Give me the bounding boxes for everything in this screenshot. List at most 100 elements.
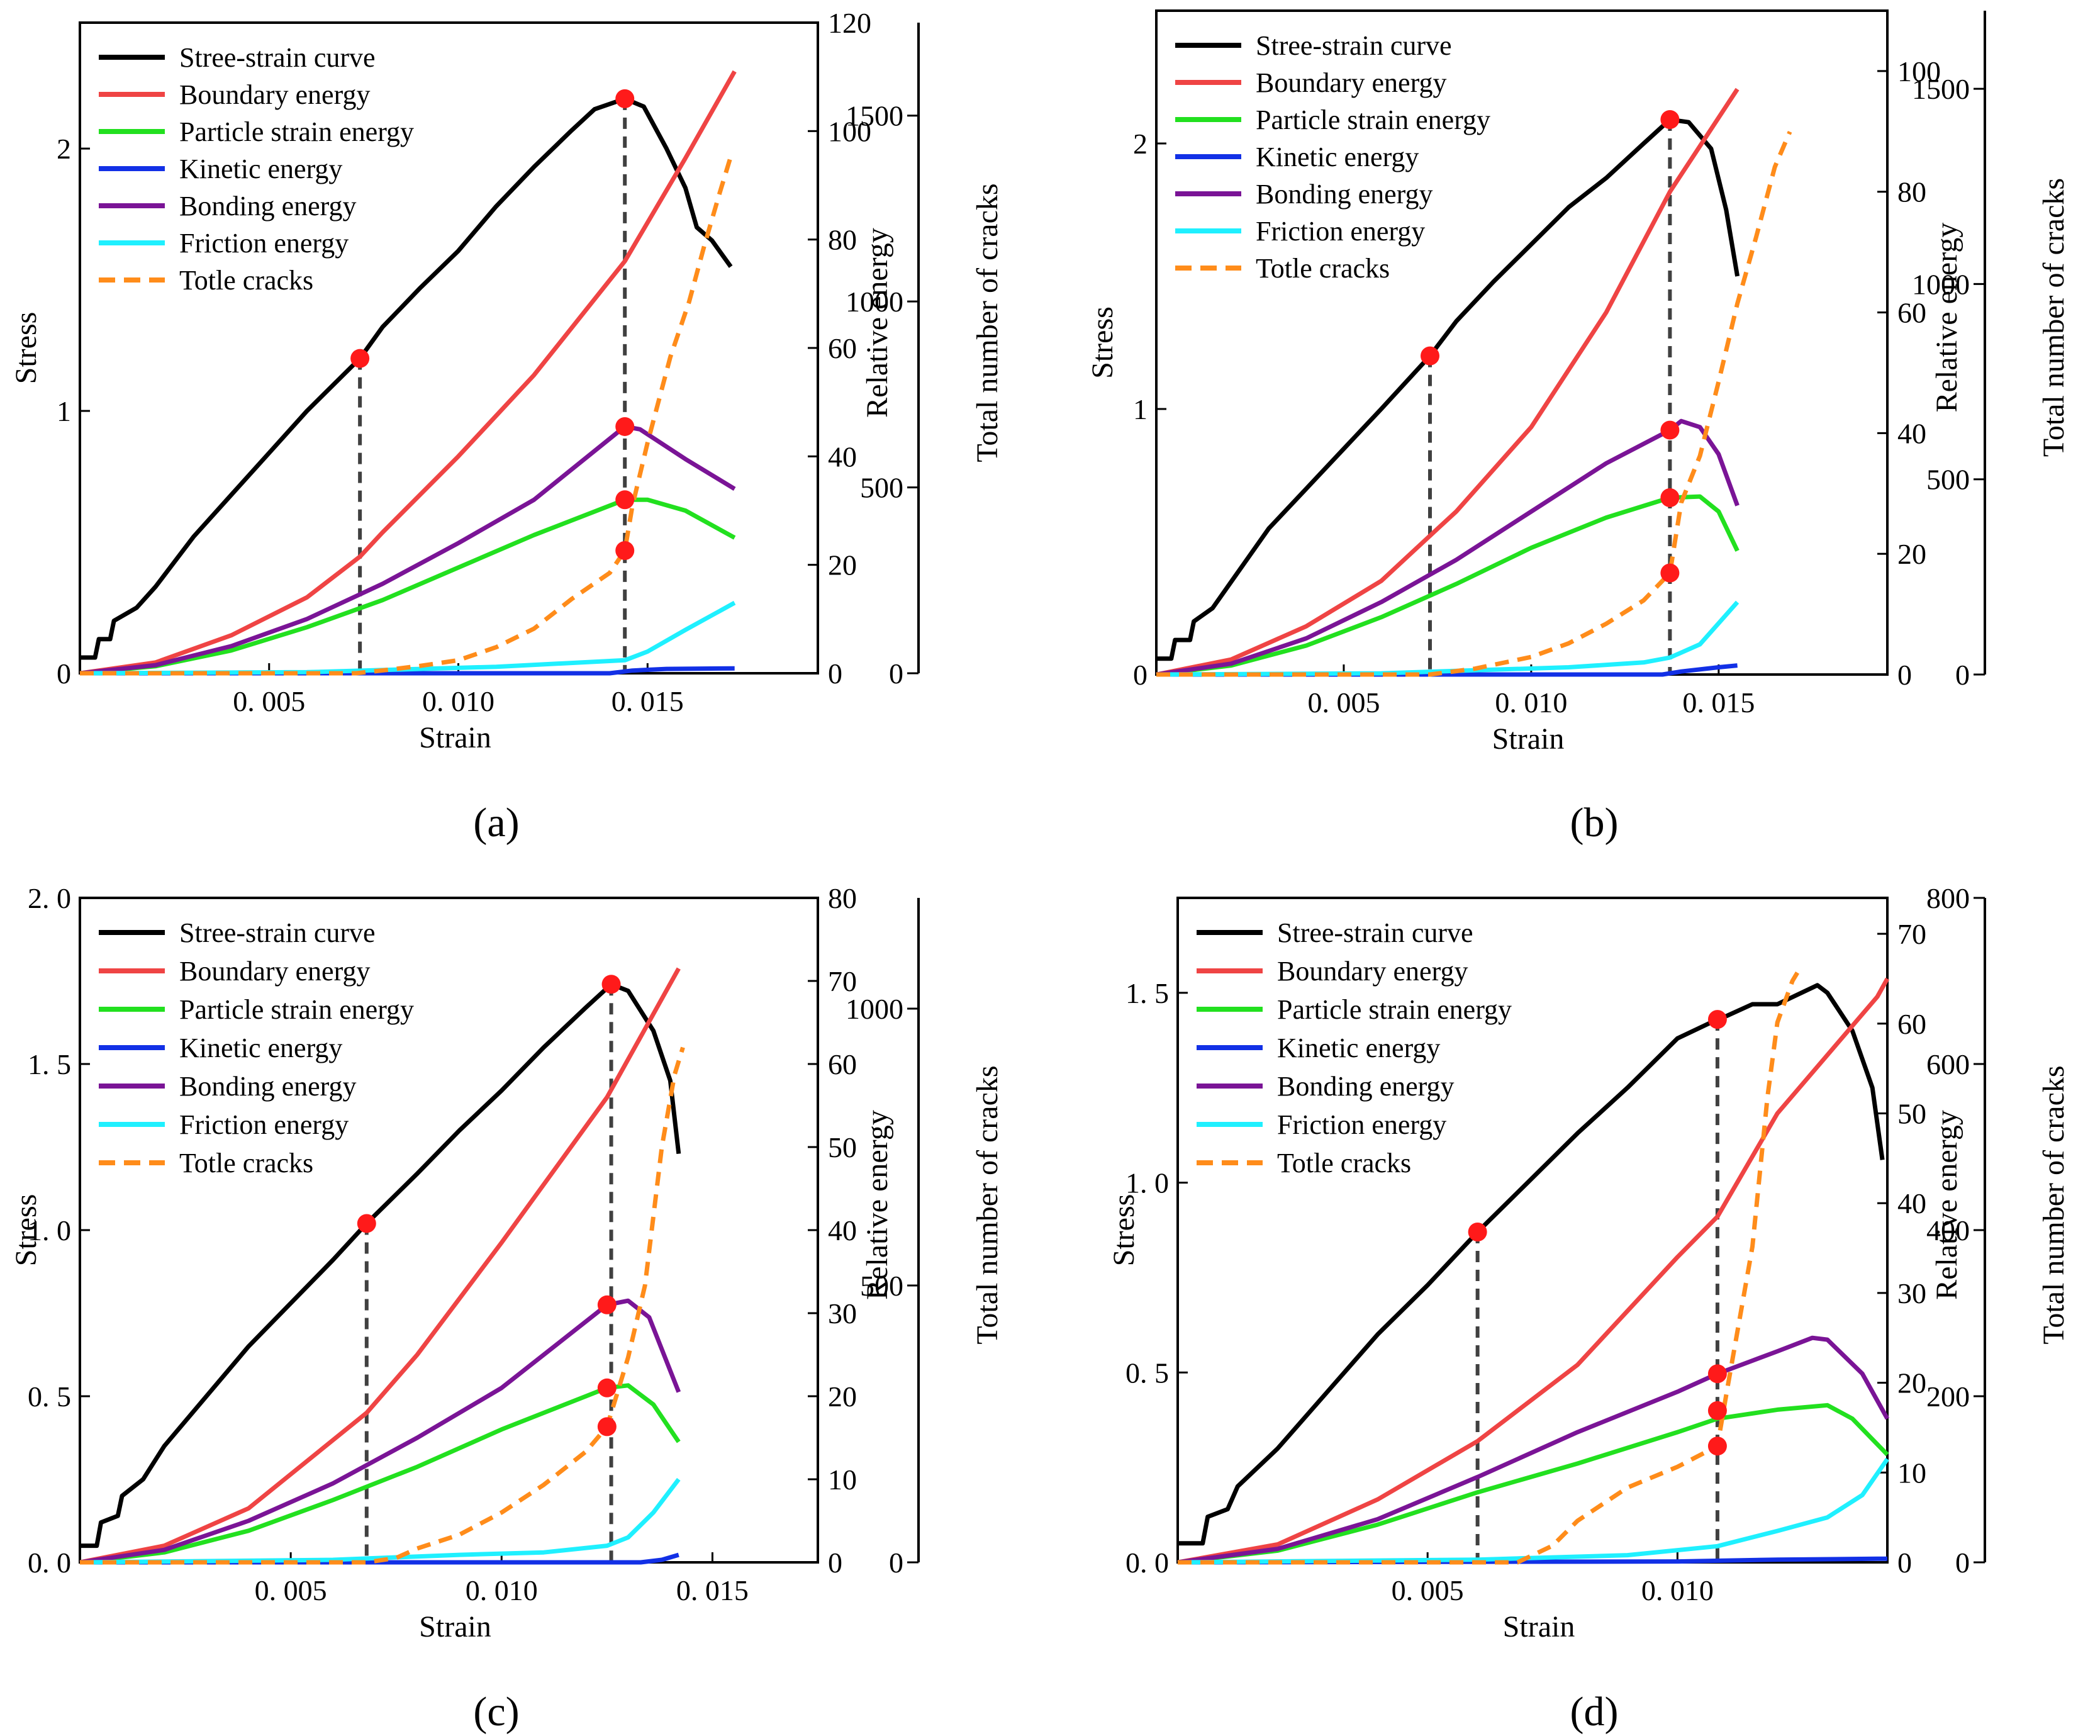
legend-label-totle-cracks: Totle cracks <box>1277 1148 1411 1179</box>
x-tick-label: 0. 015 <box>612 685 684 717</box>
y2-tick-label: 10 <box>1897 1457 1926 1489</box>
y-tick-label: 2 <box>1133 128 1148 160</box>
legend-label-totle-cracks: Totle cracks <box>179 265 313 296</box>
marker-point <box>1707 1401 1727 1420</box>
y3-axis-label: Total number of cracks <box>971 1065 1004 1344</box>
panel-label-c: (c) <box>473 1689 520 1735</box>
marker-point <box>615 89 635 108</box>
panel-label-b: (b) <box>1570 800 1619 846</box>
y2-tick-label: 60 <box>828 332 857 364</box>
series-totle-cracks <box>80 155 733 676</box>
series-boundary-energy <box>1156 87 1740 677</box>
y2-tick-label: 0 <box>1897 659 1912 691</box>
series-totle-cracks <box>80 1046 685 1565</box>
y-tick-label: 1 <box>57 395 71 427</box>
x-tick-label: 0. 010 <box>466 1574 538 1606</box>
x-tick-label: 0. 015 <box>1682 686 1755 719</box>
marker-point <box>597 1295 617 1314</box>
marker-point <box>357 1214 376 1233</box>
marker-point <box>1707 1364 1727 1384</box>
legend-label-bonding-energy: Bonding energy <box>1256 179 1433 210</box>
y3-tick-label: 500 <box>1926 464 1970 496</box>
legend-label-boundary-energy: Boundary energy <box>179 956 370 987</box>
x-axis-label: Strain <box>1503 1610 1575 1644</box>
y2-tick-label: 40 <box>828 440 857 473</box>
panel-label-d: (d) <box>1570 1689 1619 1735</box>
series-stree-strain-curve <box>80 96 733 660</box>
marker-point <box>1421 346 1440 366</box>
y3-tick-label: 800 <box>1926 882 1970 914</box>
y2-tick-label: 0 <box>828 1547 842 1579</box>
marker-point <box>597 1378 617 1397</box>
y-tick-label: 1. 5 <box>28 1048 71 1080</box>
x-axis-label: Strain <box>419 1610 491 1644</box>
series-friction-energy <box>79 1477 681 1565</box>
x-tick-label: 0. 010 <box>1641 1574 1714 1606</box>
chart-panel-2: 0. 005 0. 010 0. 0150120204060801000500100… <box>1086 9 2070 756</box>
y3-tick-label: 1000 <box>846 993 903 1025</box>
y2-tick-label: 120 <box>828 7 871 39</box>
y-tick-label: 0. 5 <box>28 1380 71 1413</box>
legend-label-kinetic-energy: Kinetic energy <box>1277 1033 1440 1063</box>
y3-tick-label: 0 <box>889 658 903 690</box>
y2-tick-label: 0 <box>828 658 842 690</box>
series-stree-strain-curve <box>1156 117 1740 661</box>
y3-tick-label: 0 <box>889 1547 903 1579</box>
x-tick-label: 0. 005 <box>233 685 305 717</box>
series-particle-strain-energy <box>1177 1403 1889 1565</box>
legend-label-particle-strain-energy: Particle strain energy <box>1277 994 1512 1025</box>
series-particle-strain-energy <box>1156 494 1740 677</box>
y-tick-label: 0. 0 <box>1125 1547 1169 1579</box>
y2-tick-label: 30 <box>828 1297 857 1330</box>
series-stree-strain-curve <box>80 982 681 1548</box>
y-tick-label: 1. 0 <box>28 1214 71 1246</box>
legend-label-kinetic-energy: Kinetic energy <box>179 154 342 184</box>
y3-tick-label: 500 <box>860 472 903 504</box>
y2-tick-label: 20 <box>1897 538 1926 570</box>
y2-axis-label: Relative energy <box>1930 223 1963 413</box>
series-totle-cracks <box>1156 131 1792 677</box>
legend-label-kinetic-energy: Kinetic energy <box>179 1033 342 1063</box>
legend-label-stree-strain-curve: Stree-strain curve <box>1256 30 1452 61</box>
legend-label-friction-energy: Friction energy <box>179 228 349 259</box>
series-stree-strain-curve <box>1178 983 1885 1546</box>
marker-point <box>1707 1436 1727 1456</box>
series-friction-energy <box>1156 600 1740 677</box>
y2-tick-label: 100 <box>828 115 871 147</box>
legend-label-bonding-energy: Bonding energy <box>1277 1071 1455 1102</box>
y2-tick-label: 80 <box>1897 176 1926 208</box>
y2-tick-label: 30 <box>1897 1277 1926 1309</box>
legend-label-totle-cracks: Totle cracks <box>179 1148 313 1179</box>
x-tick-label: 0. 010 <box>422 685 494 717</box>
legend-label-kinetic-energy: Kinetic energy <box>1256 142 1419 172</box>
y3-tick-label: 600 <box>1926 1048 1970 1080</box>
x-axis-label: Strain <box>1492 722 1565 756</box>
y2-tick-label: 70 <box>828 965 857 997</box>
legend-label-friction-energy: Friction energy <box>179 1109 349 1140</box>
legend-label-particle-strain-energy: Particle strain energy <box>179 116 414 147</box>
series-friction-energy <box>79 600 736 676</box>
chart-panel-3: 0. 005 0. 010 0. 015 0. 0 0. 5 1. 0 1. 5 2. 0 0 1… <box>9 882 1004 1644</box>
y-tick-label: 0 <box>57 658 71 690</box>
y2-tick-label: 70 <box>1897 918 1926 950</box>
marker-point <box>601 975 621 994</box>
y-tick-label: 0 <box>1133 659 1148 691</box>
y2-tick-label: 80 <box>828 882 857 914</box>
y3-axis-label: Total number of cracks <box>971 183 1004 462</box>
series-particle-strain-energy <box>79 1383 681 1565</box>
series-kinetic-energy <box>80 666 735 676</box>
legend-label-stree-strain-curve: Stree-strain curve <box>1277 917 1473 948</box>
marker-point <box>1707 1010 1727 1029</box>
y-axis-label: Stress <box>9 312 43 384</box>
marker-point <box>615 417 635 436</box>
legend-label-stree-strain-curve: Stree-strain curve <box>179 917 376 948</box>
y3-tick-label: 500 <box>860 1270 903 1302</box>
y3-axis-label: Total number of cracks <box>2037 1065 2070 1344</box>
y2-tick-label: 40 <box>1897 1187 1926 1219</box>
legend: Stree-strain curve Boundary energy Particl… <box>99 917 414 1179</box>
marker-point <box>1660 420 1680 440</box>
y-tick-label: 2 <box>57 133 71 165</box>
legend: Stree-strain curve Boundary energy Particl… <box>99 42 414 296</box>
y2-tick-label: 50 <box>828 1131 857 1163</box>
